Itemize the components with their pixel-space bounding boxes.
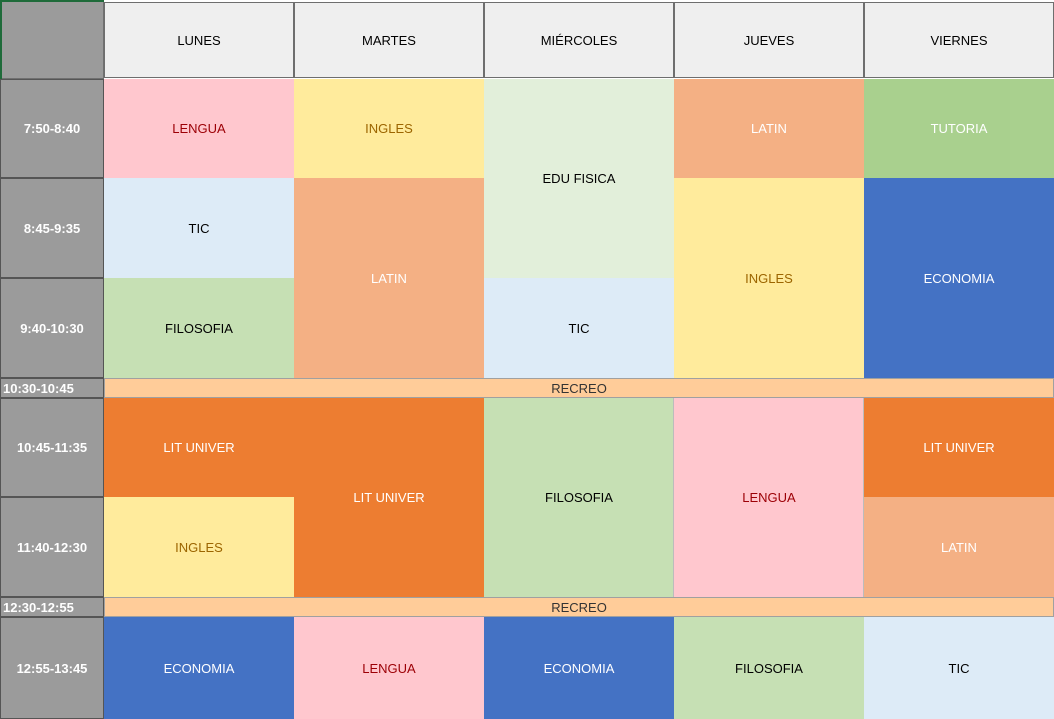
class-lunes-5[interactable]: INGLES — [104, 497, 294, 597]
class-lunes-2[interactable]: TIC — [104, 178, 294, 278]
time-slot-recreo-1[interactable]: 10:30-10:45 — [0, 378, 104, 398]
class-martes-2[interactable]: LATIN — [294, 178, 484, 378]
class-viernes-1[interactable]: TUTORIA — [864, 79, 1054, 178]
class-viernes-2[interactable]: ECONOMIA — [864, 178, 1054, 378]
class-viernes-3[interactable]: LIT UNIVER — [864, 398, 1054, 497]
class-martes-1[interactable]: INGLES — [294, 79, 484, 178]
time-slot-recreo-2[interactable]: 12:30-12:55 — [0, 597, 104, 617]
recreo-row-1[interactable]: RECREO — [104, 378, 1054, 398]
selection-outline — [0, 0, 104, 79]
time-slot-3[interactable]: 9:40-10:30 — [0, 278, 104, 378]
header-jueves[interactable]: JUEVES — [674, 2, 864, 78]
class-martes-3[interactable]: LIT UNIVER — [294, 398, 484, 597]
time-slot-4[interactable]: 10:45-11:35 — [0, 398, 104, 497]
class-viernes-5[interactable]: TIC — [864, 617, 1054, 719]
header-viernes[interactable]: VIERNES — [864, 2, 1054, 78]
time-slot-5[interactable]: 11:40-12:30 — [0, 497, 104, 597]
class-lunes-3[interactable]: FILOSOFIA — [104, 278, 294, 378]
time-slot-1[interactable]: 7:50-8:40 — [0, 79, 104, 178]
class-lunes-6[interactable]: ECONOMIA — [104, 617, 294, 719]
grid-divider — [863, 398, 864, 597]
class-miercoles-1[interactable]: EDU FISICA — [484, 79, 674, 278]
class-lunes-4[interactable]: LIT UNIVER — [104, 398, 294, 497]
time-slot-6[interactable]: 12:55-13:45 — [0, 617, 104, 719]
class-miercoles-4[interactable]: ECONOMIA — [484, 617, 674, 719]
class-jueves-2[interactable]: INGLES — [674, 178, 864, 378]
class-jueves-4[interactable]: FILOSOFIA — [674, 617, 864, 719]
class-jueves-3[interactable]: LENGUA — [674, 398, 864, 597]
grid-divider — [673, 398, 674, 597]
recreo-row-2[interactable]: RECREO — [104, 597, 1054, 617]
class-miercoles-3[interactable]: FILOSOFIA — [484, 398, 674, 597]
class-martes-4[interactable]: LENGUA — [294, 617, 484, 719]
class-jueves-1[interactable]: LATIN — [674, 79, 864, 178]
header-martes[interactable]: MARTES — [294, 2, 484, 78]
class-lunes-1[interactable]: LENGUA — [104, 79, 294, 178]
time-slot-2[interactable]: 8:45-9:35 — [0, 178, 104, 278]
class-viernes-4[interactable]: LATIN — [864, 497, 1054, 597]
header-lunes[interactable]: LUNES — [104, 2, 294, 78]
class-miercoles-2[interactable]: TIC — [484, 278, 674, 378]
header-miercoles[interactable]: MIÉRCOLES — [484, 2, 674, 78]
